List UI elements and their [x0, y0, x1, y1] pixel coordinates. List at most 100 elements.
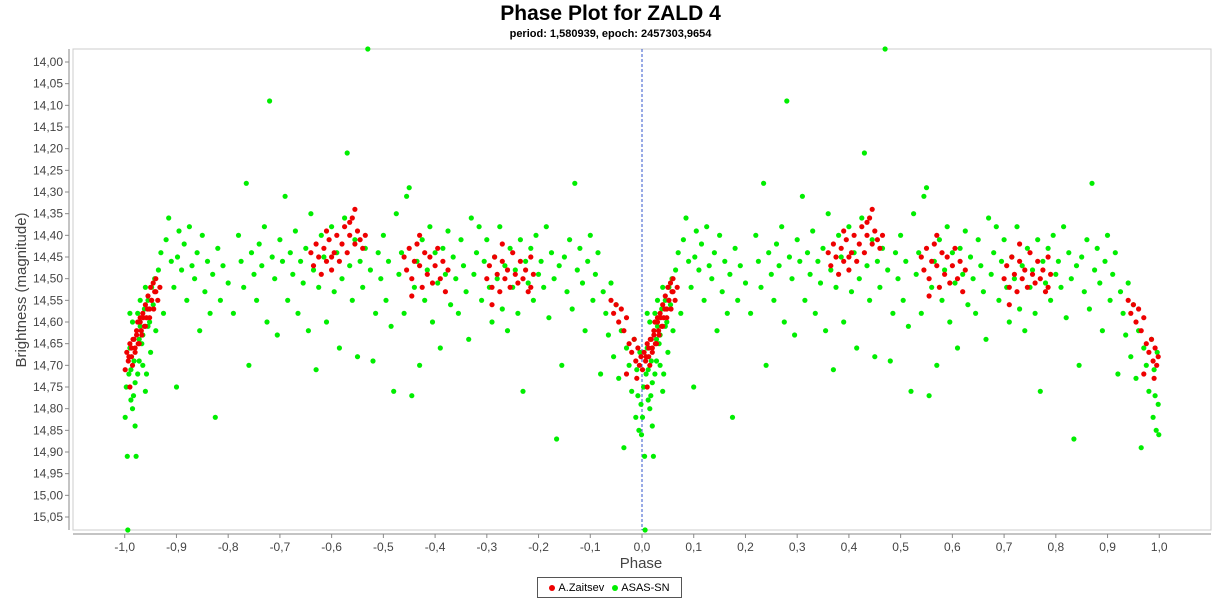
point-asas-sn-66 — [277, 237, 283, 243]
x-tick-label-5: -0,5 — [373, 540, 394, 554]
point-asas-sn-91-mirror — [861, 150, 868, 156]
point-asas-sn-127-mirror — [954, 345, 961, 351]
point-asas-sn-176-mirror — [1081, 289, 1087, 295]
point-asas-sn-84 — [323, 319, 330, 325]
x-tick-label-11: 0,1 — [685, 540, 702, 554]
point-asas-sn-62-mirror — [784, 98, 790, 104]
point-asas-sn-167 — [541, 284, 547, 290]
point-asas-sn-168-mirror — [1061, 224, 1067, 230]
point-asas-sn-150-mirror — [1014, 224, 1020, 230]
point-a-zaitsev-92 — [613, 302, 619, 308]
point-asas-sn-92-mirror — [864, 263, 870, 269]
point-asas-sn-135 — [458, 237, 464, 243]
point-asas-sn-219-mirror — [132, 380, 138, 386]
point-asas-sn-82-mirror — [836, 232, 842, 238]
point-a-zaitsev-123 — [674, 284, 680, 290]
point-a-zaitsev-3-mirror — [647, 362, 653, 368]
point-a-zaitsev-24-mirror — [830, 241, 837, 247]
point-asas-sn-47 — [220, 263, 226, 269]
point-a-zaitsev-10-mirror — [656, 328, 662, 334]
point-a-zaitsev-58 — [427, 254, 433, 260]
point-a-zaitsev-109 — [647, 336, 653, 342]
point-asas-sn-186 — [590, 297, 596, 303]
point-asas-sn-48 — [225, 280, 231, 286]
point-asas-sn-120 — [419, 237, 425, 243]
point-asas-sn-117-mirror — [929, 284, 935, 290]
point-a-zaitsev-64-mirror — [960, 289, 966, 295]
point-a-zaitsev-37-mirror — [864, 232, 870, 238]
point-a-zaitsev-63-mirror — [957, 258, 963, 264]
point-asas-sn-172-mirror — [1071, 436, 1077, 442]
point-asas-sn-211-mirror — [123, 384, 129, 390]
point-a-zaitsev-95-mirror — [1138, 328, 1144, 334]
point-asas-sn-67 — [279, 258, 286, 264]
point-a-zaitsev-13-mirror — [660, 302, 666, 308]
point-asas-sn-90-mirror — [859, 215, 865, 221]
point-asas-sn-199-mirror — [1141, 345, 1147, 351]
point-asas-sn-16-mirror — [665, 349, 671, 355]
point-a-zaitsev-83 — [523, 267, 529, 273]
point-asas-sn-135-mirror — [975, 237, 981, 243]
point-asas-sn-223-mirror — [140, 362, 146, 368]
point-a-zaitsev-40 — [354, 228, 361, 234]
point-asas-sn-153 — [504, 328, 511, 334]
point-a-zaitsev-73 — [497, 289, 503, 295]
point-asas-sn-76-mirror — [820, 245, 826, 251]
point-a-zaitsev-98-mirror — [1146, 349, 1152, 355]
point-a-zaitsev-45 — [347, 219, 353, 225]
y-tick-label-10: 14,50 — [33, 272, 63, 286]
point-asas-sn-16 — [148, 349, 154, 355]
point-a-zaitsev-22-mirror — [825, 250, 831, 256]
point-asas-sn-39 — [199, 232, 205, 238]
point-asas-sn-108-mirror — [905, 323, 912, 329]
point-a-zaitsev-66 — [417, 232, 423, 238]
x-tick-label-7: -0,3 — [476, 540, 497, 554]
point-a-zaitsev-121-mirror — [153, 289, 159, 295]
point-asas-sn-0-mirror — [644, 310, 650, 316]
point-a-zaitsev-36 — [344, 250, 350, 256]
point-a-zaitsev-95 — [621, 328, 627, 334]
point-asas-sn-136-mirror — [978, 263, 984, 269]
point-a-zaitsev-100 — [633, 358, 639, 364]
legend-item-asassn: ASAS-SN — [612, 582, 670, 594]
legend-item-zaitsev: A.Zaitsev — [549, 582, 604, 594]
point-asas-sn-162 — [528, 245, 534, 251]
point-asas-sn-132-mirror — [967, 254, 974, 260]
point-asas-sn-126-mirror — [952, 280, 958, 286]
point-asas-sn-207 — [637, 349, 643, 355]
point-asas-sn-88-mirror — [854, 345, 860, 351]
point-a-zaitsev-107-mirror — [127, 341, 133, 347]
point-asas-sn-216-mirror — [128, 397, 134, 403]
point-a-zaitsev-88-mirror — [1006, 302, 1012, 308]
point-asas-sn-218 — [648, 358, 654, 364]
point-asas-sn-221 — [653, 336, 660, 342]
point-asas-sn-114-mirror — [921, 193, 927, 199]
point-asas-sn-160 — [523, 258, 529, 264]
point-asas-sn-153-mirror — [1022, 328, 1028, 334]
point-asas-sn-122-mirror — [942, 267, 948, 273]
point-asas-sn-121 — [422, 297, 428, 303]
point-asas-sn-147 — [489, 319, 495, 325]
point-asas-sn-184 — [585, 258, 591, 264]
point-asas-sn-100 — [367, 267, 373, 273]
point-asas-sn-174 — [559, 362, 565, 368]
point-a-zaitsev-68 — [484, 276, 490, 282]
point-asas-sn-142-mirror — [993, 224, 999, 230]
point-asas-sn-129-mirror — [960, 271, 966, 277]
point-a-zaitsev-68-mirror — [1001, 276, 1007, 282]
point-a-zaitsev-71-mirror — [1009, 254, 1015, 260]
point-a-zaitsev-22 — [308, 250, 314, 256]
point-a-zaitsev-69 — [486, 263, 492, 269]
point-a-zaitsev-120-mirror — [151, 306, 157, 312]
point-a-zaitsev-99 — [631, 336, 637, 342]
point-asas-sn-124 — [429, 319, 436, 325]
point-asas-sn-139-mirror — [986, 215, 992, 221]
point-a-zaitsev-74-mirror — [1017, 258, 1023, 264]
point-a-zaitsev-73-mirror — [1014, 289, 1020, 295]
point-a-zaitsev-46-mirror — [846, 254, 852, 260]
point-asas-sn-42 — [207, 310, 213, 316]
point-a-zaitsev-111 — [651, 328, 657, 334]
point-asas-sn-143-mirror — [996, 297, 1002, 303]
point-asas-sn-72 — [292, 228, 298, 234]
point-a-zaitsev-104-mirror — [122, 367, 128, 373]
